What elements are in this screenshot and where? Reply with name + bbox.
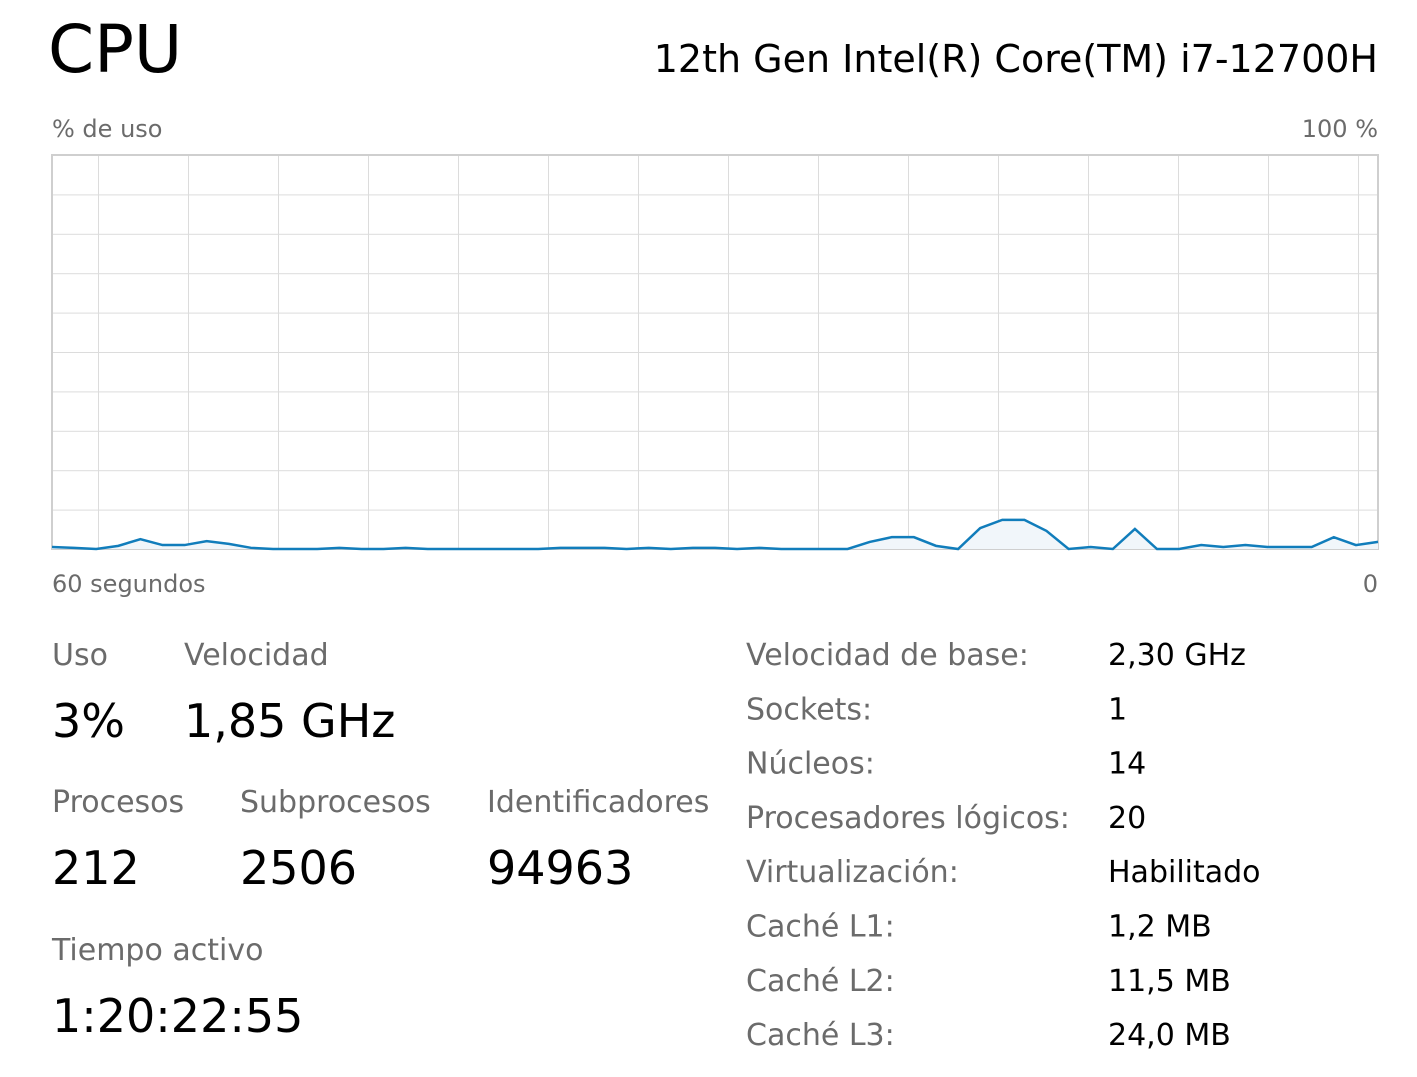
stat-label: Subprocesos [240, 785, 431, 820]
usage-line [51, 518, 1379, 551]
detail-label: Caché L2: [746, 964, 895, 999]
x-tick-label: 0 [1363, 570, 1378, 598]
stat-label: Identificadores [487, 785, 709, 820]
stat-value: 3% [52, 694, 125, 748]
stat-value: 1,85 GHz [184, 694, 395, 748]
detail-value: 24,0 MB [1108, 1018, 1231, 1053]
detail-value: 1 [1108, 692, 1127, 727]
stat-value: 2506 [240, 841, 357, 895]
stat-label: Tiempo activo [51, 933, 263, 968]
stat-label: Velocidad [184, 638, 329, 673]
detail-value: 11,5 MB [1108, 964, 1231, 999]
stat-label: Uso [52, 638, 108, 673]
stat-value: 94963 [487, 841, 633, 895]
detail-value: 14 [1108, 747, 1146, 782]
y-axis-label: % de uso [52, 115, 162, 143]
detail-label: Procesadores lógicos: [746, 801, 1070, 836]
detail-label: Velocidad de base: [746, 638, 1029, 673]
detail-label: Virtualización: [746, 855, 959, 890]
graph-frame [51, 154, 1379, 550]
detail-value: 1,2 MB [1108, 910, 1212, 945]
x-tick-label: 60 segundos [52, 570, 206, 598]
detail-label: Caché L1: [746, 910, 895, 945]
area-fill [52, 519, 1378, 549]
detail-value: 20 [1108, 801, 1146, 836]
detail-value: Habilitado [1108, 855, 1261, 890]
detail-label: Sockets: [746, 692, 872, 727]
stat-value: 212 [52, 841, 140, 895]
detail-value: 2,30 GHz [1108, 638, 1246, 673]
detail-label: Núcleos: [746, 747, 875, 782]
title: CPU [48, 11, 182, 88]
processor-name: 12th Gen Intel(R) Core(TM) i7-12700H [654, 37, 1378, 81]
detail-label: Caché L3: [746, 1018, 895, 1053]
stat-label: Procesos [52, 785, 184, 820]
y-tick-label: 100 % [1302, 115, 1378, 143]
stat-value: 1:20:22:55 [52, 989, 303, 1043]
